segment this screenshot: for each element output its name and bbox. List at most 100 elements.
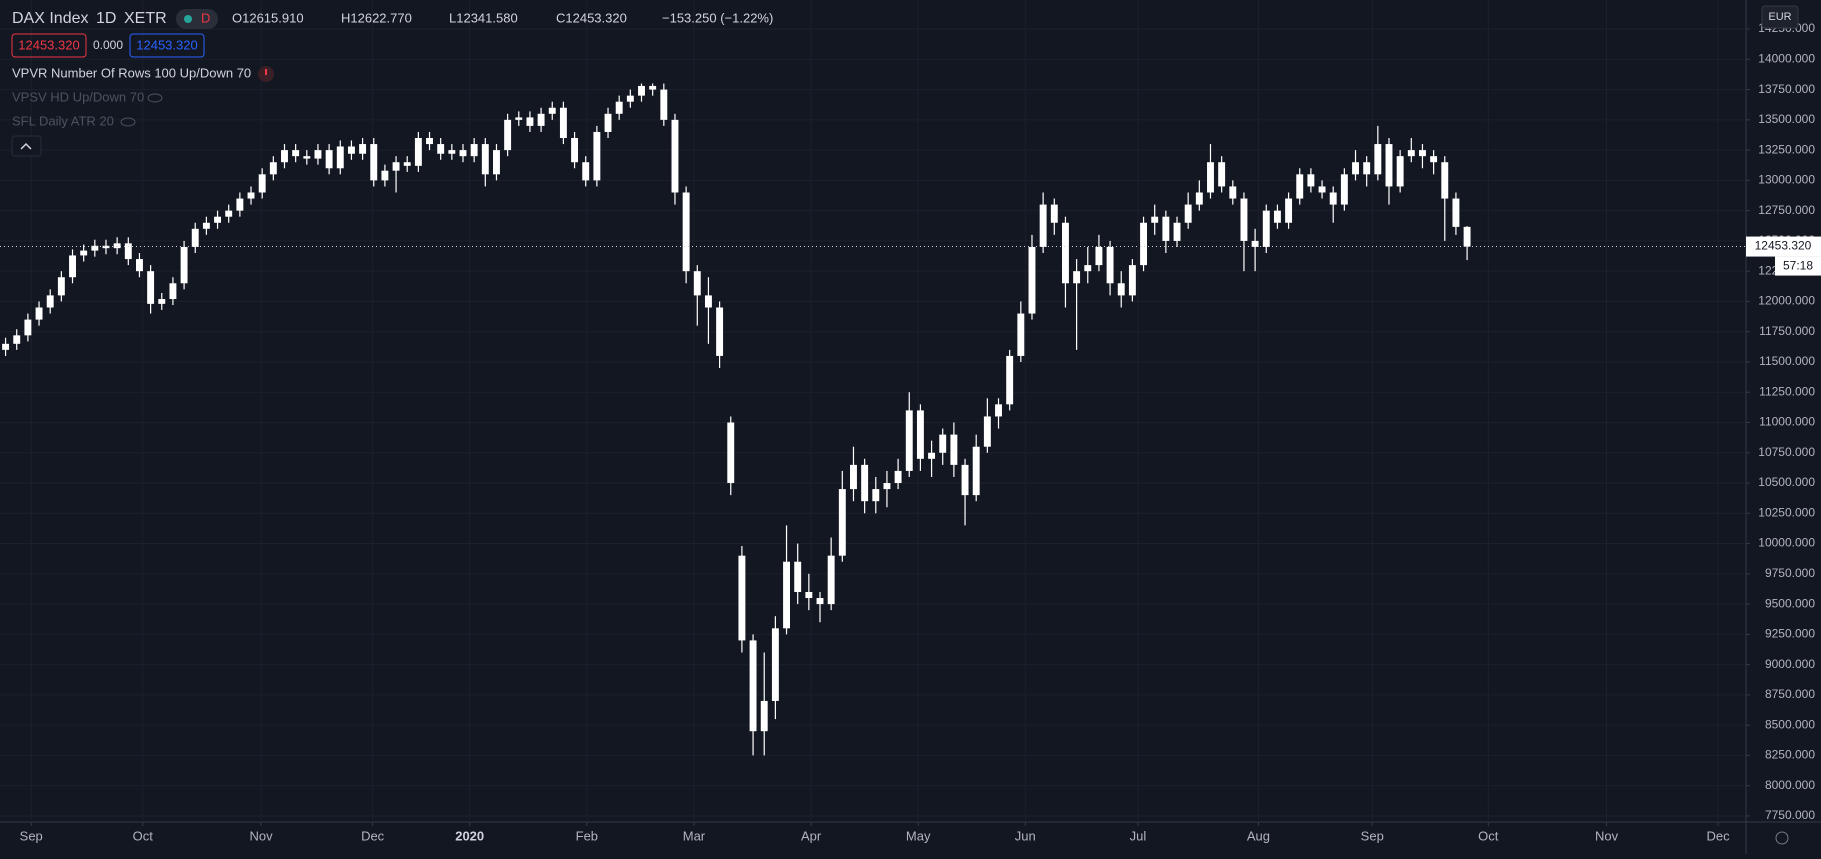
- candle-body: [1262, 210, 1270, 247]
- candle-body: [805, 591, 813, 599]
- y-tick-label: 8750.000: [1765, 687, 1815, 701]
- status: D: [201, 10, 210, 25]
- x-tick-label: Aug: [1247, 828, 1270, 843]
- y-tick-label: 10500.000: [1758, 475, 1815, 489]
- candle-body: [281, 150, 288, 163]
- candle-body: [124, 243, 132, 260]
- candle-body: [1095, 246, 1103, 266]
- candle-body: [727, 422, 735, 484]
- candle-body: [649, 85, 657, 90]
- y-tick-label: 8250.000: [1765, 748, 1815, 762]
- overlay: DAX Index 1D XETR D O12615.910 H12622.77…: [0, 5, 1821, 845]
- candle-body: [403, 162, 411, 166]
- candle-body: [582, 162, 590, 181]
- y-tick-label: 7750.000: [1765, 808, 1815, 822]
- hidden-icon[interactable]: [147, 93, 163, 103]
- x-tick-label: Dec: [361, 828, 385, 843]
- candle-body: [615, 101, 623, 114]
- legend-change: −153.250 (−1.22%): [662, 10, 773, 25]
- candle-body: [314, 150, 322, 159]
- y-tick-label: 12000.000: [1758, 294, 1815, 308]
- candle-body: [526, 117, 534, 126]
- candle-body: [1396, 156, 1404, 187]
- candle-body: [1117, 283, 1125, 296]
- candle-body: [738, 555, 746, 641]
- candle-body: [57, 277, 65, 296]
- candle-body: [1363, 162, 1371, 175]
- status-pill[interactable]: [176, 9, 218, 29]
- candle-body: [459, 150, 467, 157]
- candle-body: [269, 162, 277, 175]
- candle-body: [1050, 204, 1058, 223]
- candle-body: [905, 410, 913, 471]
- candle-body: [1084, 265, 1092, 272]
- candle-body: [46, 295, 54, 308]
- candle-body: [537, 113, 545, 126]
- candle-body: [1006, 355, 1014, 405]
- x-tick-label: May: [906, 828, 931, 843]
- settings-icon[interactable]: [1775, 831, 1789, 845]
- candle-body: [783, 561, 790, 629]
- candle-body: [1218, 162, 1226, 187]
- candle-body: [1151, 216, 1159, 223]
- currency-button[interactable]: [1761, 5, 1799, 29]
- candle-body: [1195, 192, 1203, 205]
- candle-body: [1173, 222, 1181, 241]
- hidden-icon[interactable]: [120, 117, 136, 127]
- y-tick-label: 10000.000: [1758, 536, 1815, 550]
- indicator[interactable]: SFL Daily ATR 20: [12, 113, 114, 128]
- candle-body: [1385, 144, 1393, 187]
- candle-body: [1307, 174, 1315, 187]
- candle-body: [1184, 204, 1192, 223]
- status-dot: [184, 15, 192, 23]
- last-price-box: [1746, 236, 1821, 257]
- candle-body: [593, 131, 601, 181]
- error-mark: [265, 69, 267, 75]
- candle-body: [1419, 150, 1426, 157]
- buy-button[interactable]: [129, 33, 205, 58]
- candle-body: [638, 85, 645, 96]
- candle-body: [426, 138, 433, 145]
- candle-body: [1352, 162, 1359, 175]
- candle-body: [370, 144, 378, 181]
- candle-body: [180, 246, 188, 284]
- y-tick-label: 11500.000: [1759, 354, 1815, 368]
- y-tick-label: 13000.000: [1758, 173, 1815, 187]
- candle-body: [214, 216, 222, 223]
- indicator[interactable]: VPVR Number Of Rows 100 Up/Down 70: [12, 65, 251, 80]
- candle-body: [771, 628, 779, 701]
- candle-body: [13, 335, 21, 344]
- sell-button[interactable]: [11, 33, 87, 58]
- interval[interactable]: 1D: [96, 10, 116, 27]
- candle-body: [481, 144, 489, 175]
- candle-body: [872, 489, 880, 502]
- candle-body: [995, 404, 1002, 417]
- candle-body: [202, 222, 210, 229]
- candle-body: [916, 410, 924, 459]
- y-tick-label: 8000.000: [1765, 778, 1815, 792]
- candle-body: [1430, 156, 1438, 163]
- candles: [2, 83, 1471, 756]
- legend-open: O12615.910: [232, 10, 304, 25]
- candle-body: [1039, 204, 1047, 247]
- candle-body: [1106, 246, 1114, 284]
- candle-body: [682, 192, 690, 272]
- symbol[interactable]: DAX Index: [12, 10, 88, 27]
- x-tick-label: 2020: [455, 828, 484, 843]
- spread: 0.000: [93, 38, 123, 52]
- x-tick-label: Oct: [1478, 828, 1499, 843]
- candle-body: [91, 245, 99, 251]
- candle-body: [950, 434, 958, 465]
- x-tick-label: Feb: [576, 828, 598, 843]
- candle-body: [1207, 162, 1214, 193]
- candle-body: [1273, 210, 1281, 223]
- candle-body: [1251, 240, 1259, 247]
- x-tick-label: Jun: [1015, 828, 1036, 843]
- legend-low: L12341.580: [449, 10, 518, 25]
- candle-body: [660, 89, 668, 120]
- collapse-arrow: [20, 142, 32, 150]
- collapse-button[interactable]: [11, 135, 42, 157]
- candle-body: [1128, 265, 1136, 296]
- candle-body: [1340, 174, 1348, 205]
- indicator[interactable]: VPSV HD Up/Down 70: [12, 89, 144, 104]
